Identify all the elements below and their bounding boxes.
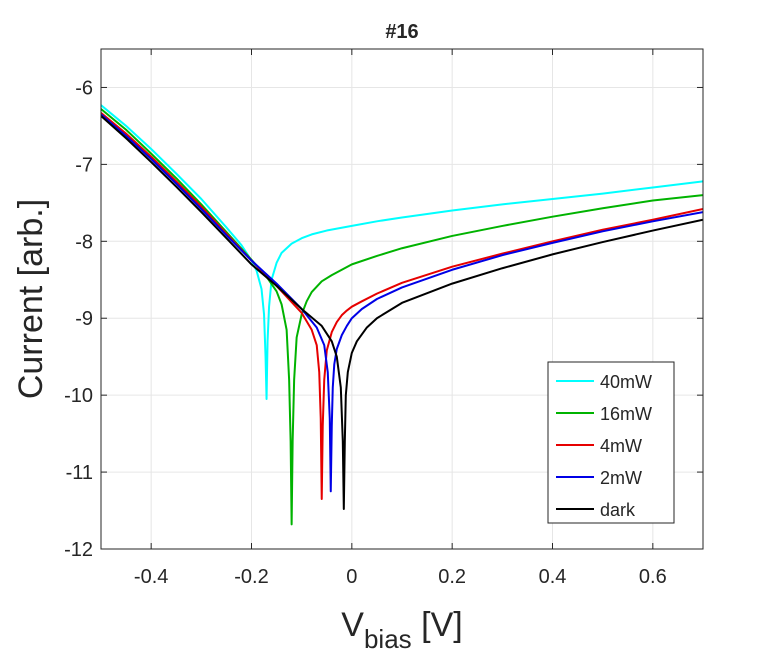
y-tick-label: -12 [64, 539, 93, 561]
x-tick-label: -0.4 [134, 566, 168, 588]
legend: 40mW 16mW 4mW 2mW dark [547, 361, 675, 524]
x-axis-label-unit: [V] [412, 606, 463, 644]
y-tick-label: -6 [75, 77, 93, 99]
legend-label: dark [600, 500, 636, 520]
x-tick-label: -0.2 [234, 566, 268, 588]
x-tick-label: 0.4 [539, 566, 567, 588]
chart-title: #16 [385, 21, 418, 43]
legend-box [547, 361, 675, 524]
series-line-2mW [101, 113, 703, 493]
plot-frame [100, 48, 704, 550]
y-tick-label: -10 [64, 385, 93, 407]
x-axis-label-main: V [341, 606, 364, 644]
x-axis-label: Vbias [V] [341, 606, 462, 654]
y-tick-label: -11 [66, 462, 93, 484]
tick-labels: -0.4 -0.2 0 0.2 0.4 0.6 -12 -11 -10 -9 -8 -7 -6 [64, 77, 667, 588]
ticks [101, 49, 703, 550]
legend-label: 16mW [600, 404, 652, 424]
legend-label: 4mW [600, 436, 642, 456]
legend-label: 40mW [600, 372, 652, 392]
y-tick-label: -9 [75, 308, 93, 330]
series-line-dark [101, 115, 703, 510]
x-tick-label: 0.2 [438, 566, 466, 588]
series-layer [101, 104, 703, 526]
y-axis-label: Current [arb.] [12, 199, 50, 399]
y-tick-label: -7 [75, 154, 93, 176]
legend-label: 2mW [600, 468, 642, 488]
x-axis-label-subscript: bias [364, 624, 412, 654]
x-tick-label: 0 [346, 566, 357, 588]
x-tick-label: 0.6 [639, 566, 667, 588]
series-line-4mW [101, 112, 703, 500]
y-tick-label: -8 [75, 231, 93, 253]
